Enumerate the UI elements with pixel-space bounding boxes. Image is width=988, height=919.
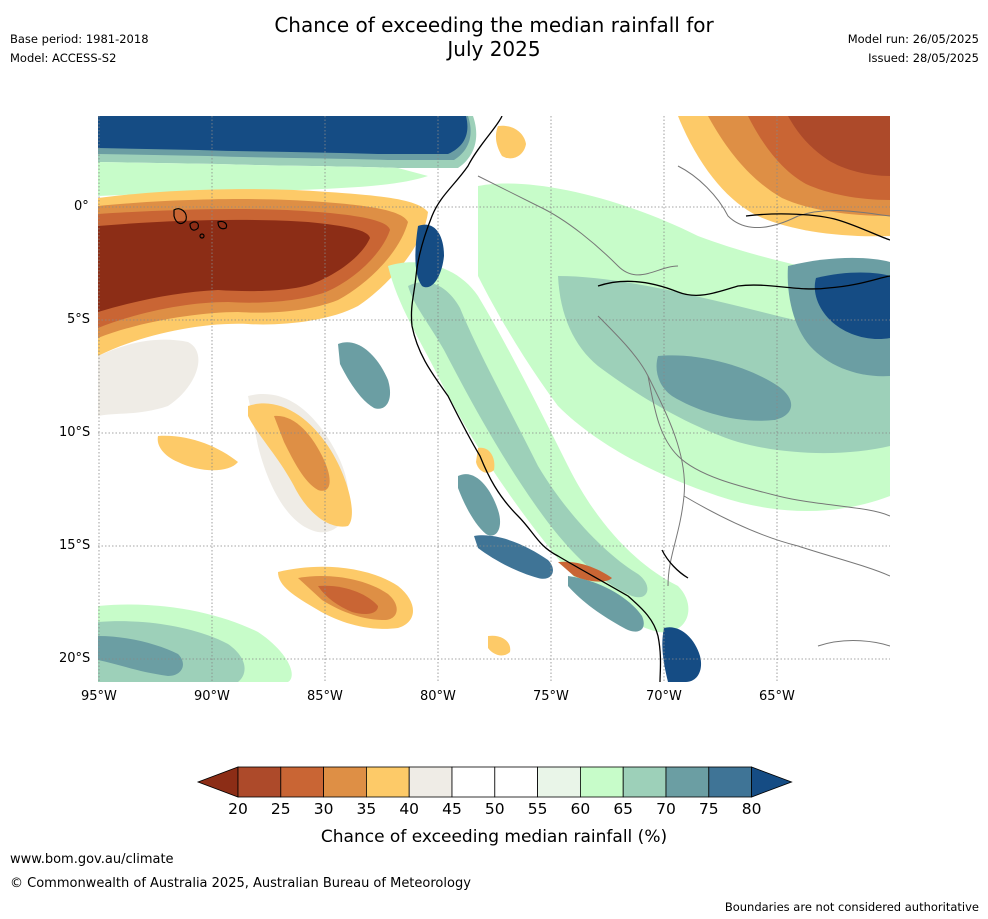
region-dry-spot-3 — [488, 635, 511, 656]
colorbar-tick-label: 55 — [527, 800, 548, 818]
colorbar — [196, 766, 793, 798]
colorbar-tick-label: 45 — [442, 800, 462, 818]
region-south-deep-coast — [662, 627, 702, 682]
region-dry-spot-1 — [495, 125, 526, 159]
galapagos-islands — [173, 208, 228, 239]
base-period-text: Base period: 1981-2018 — [10, 32, 149, 46]
disclaimer-text: Boundaries are not considered authoritat… — [724, 900, 979, 914]
lon-label-75w: 75°W — [533, 689, 569, 704]
colorbar-swatch — [622, 766, 667, 798]
colorbar-swatch — [408, 766, 453, 798]
colorbar-swatch — [323, 766, 367, 798]
region-east-blue-deep — [814, 272, 890, 340]
probability-fill-regions — [98, 116, 890, 682]
colorbar-swatch — [494, 766, 538, 798]
map-title-line2: July 2025 — [447, 37, 541, 61]
lon-label-90w: 90°W — [194, 689, 230, 704]
issued-text: Issued: 28/05/2025 — [868, 51, 979, 65]
colorbar-swatches — [196, 766, 793, 798]
lon-label-95w: 95°W — [81, 689, 117, 704]
lat-label-5s: 5°S — [67, 312, 91, 327]
colorbar-swatch — [665, 766, 710, 798]
colorbar-swatch — [708, 766, 752, 798]
colorbar-tick-label: 80 — [741, 800, 762, 818]
colorbar-swatch — [237, 766, 282, 798]
region-coastal-deep-north — [415, 224, 444, 288]
region-coastal-blue — [338, 342, 391, 409]
colorbar-swatch — [537, 766, 581, 798]
country-boundaries — [477, 165, 890, 647]
region-green-strip — [98, 162, 428, 196]
colorbar-swatch — [451, 766, 496, 798]
colorbar-tick-label: 35 — [356, 800, 377, 818]
map-title-line1: Chance of exceeding the median rainfall … — [274, 13, 714, 37]
lon-label-65w: 65°W — [759, 689, 795, 704]
region-inland-blue — [656, 355, 792, 421]
model-run-text: Model run: 26/05/2025 — [847, 32, 979, 46]
region-dry-spot-2 — [476, 447, 495, 473]
region-coastal-blue-4 — [568, 576, 644, 632]
colorbar-tick-label: 65 — [613, 800, 634, 818]
region-south-blue — [98, 636, 183, 676]
rainfall-map — [98, 116, 890, 682]
lat-label-0: 0° — [74, 199, 89, 214]
map-gridlines — [98, 116, 890, 682]
region-dry-equator-core — [98, 219, 370, 312]
colorbar-tick-label: 60 — [570, 800, 591, 818]
colorbar-tick-label: 25 — [270, 800, 291, 818]
region-dry-west-patch — [157, 435, 238, 471]
website-text: www.bom.gov.au/climate — [10, 852, 174, 867]
model-text: Model: ACCESS-S2 — [10, 51, 117, 65]
colorbar-label: Chance of exceeding median rainfall (%) — [320, 827, 668, 847]
colorbar-tick-label: 20 — [228, 800, 248, 818]
lon-label-80w: 80°W — [420, 689, 456, 704]
colorbar-swatch — [579, 766, 624, 798]
region-coastal-blue-2 — [458, 474, 501, 536]
coastline-and-rivers — [410, 116, 890, 682]
region-dry-southmid-core — [318, 585, 378, 614]
region-grey-west — [98, 339, 199, 416]
copyright-text: © Commonwealth of Australia 2025, Austra… — [10, 876, 471, 891]
region-ne-dry-core — [788, 116, 890, 176]
colorbar-tick-label: 75 — [698, 800, 719, 818]
colorbar-tick-label: 30 — [313, 800, 334, 818]
region-coastal-teal — [408, 282, 648, 598]
colorbar-tick-label: 70 — [656, 800, 676, 818]
colorbar-swatch — [365, 766, 410, 798]
colorbar-tick-label: 50 — [484, 800, 505, 818]
lon-label-70w: 70°W — [646, 689, 682, 704]
lat-label-10s: 10°S — [59, 425, 91, 440]
colorbar-tick-label: 40 — [399, 800, 420, 818]
lat-label-15s: 15°S — [59, 538, 91, 553]
region-dry-mid-inner — [274, 415, 330, 491]
lat-label-20s: 20°S — [59, 651, 91, 666]
colorbar-swatch — [280, 766, 325, 798]
colorbar-extend-max — [751, 766, 793, 798]
colorbar-extend-min — [196, 766, 239, 798]
region-blue-north-deep — [98, 116, 468, 154]
lon-label-85w: 85°W — [307, 689, 343, 704]
